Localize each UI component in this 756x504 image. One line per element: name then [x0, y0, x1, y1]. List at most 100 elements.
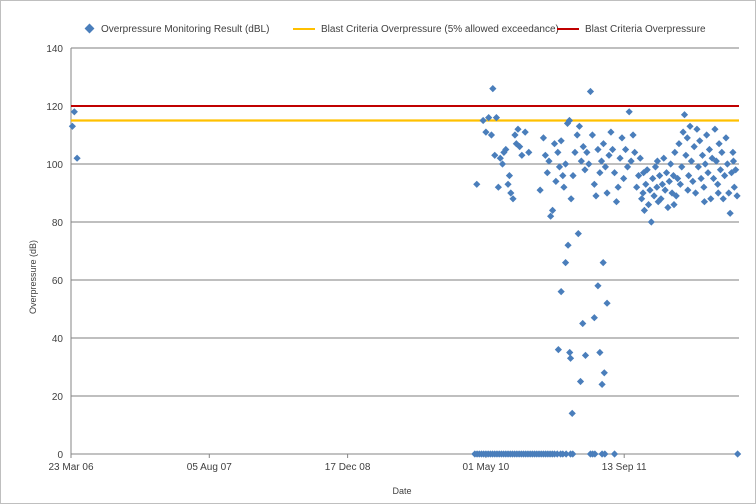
data-point	[594, 282, 602, 290]
gridlines	[71, 47, 739, 397]
data-point	[726, 209, 734, 217]
data-point	[647, 218, 655, 226]
data-point	[590, 180, 598, 188]
data-point	[612, 198, 621, 206]
data-point	[505, 172, 514, 180]
data-point	[662, 169, 671, 177]
data-point	[671, 148, 679, 156]
data-point	[543, 169, 551, 177]
data-point	[494, 183, 502, 191]
data-point	[716, 166, 725, 174]
data-point	[561, 160, 570, 168]
data-point	[518, 151, 526, 159]
data-point	[639, 169, 648, 177]
data-point	[561, 259, 570, 267]
data-point	[715, 140, 723, 148]
legend-label-criteria: Blast Criteria Overpressure	[585, 24, 706, 35]
data-point	[653, 183, 661, 191]
data-point	[565, 116, 574, 125]
data-point	[709, 174, 718, 183]
data-point	[684, 186, 692, 194]
data-point	[491, 151, 499, 159]
data-point	[618, 134, 626, 142]
data-point	[642, 180, 650, 188]
data-point	[573, 131, 581, 139]
data-point	[654, 198, 662, 206]
data-point	[592, 192, 600, 200]
data-point	[603, 299, 611, 307]
data-point	[569, 450, 577, 458]
data-point	[581, 351, 590, 359]
legend-label-criteria-5pct: Blast Criteria Overpressure (5% allowed …	[321, 24, 559, 35]
y-tick-label: 60	[52, 276, 64, 287]
data-point	[669, 172, 678, 180]
reference-lines	[71, 105, 739, 122]
data-point	[485, 114, 493, 122]
data-point	[729, 157, 738, 165]
data-point	[623, 163, 632, 171]
legend-marker-diamond-icon	[84, 23, 95, 34]
data-point	[601, 163, 609, 171]
data-point	[599, 259, 607, 267]
data-point	[629, 131, 637, 139]
data-point	[545, 157, 553, 165]
x-axis-title: Date	[392, 486, 411, 496]
data-point	[714, 189, 722, 197]
data-point	[703, 131, 711, 139]
data-point	[678, 163, 686, 171]
data-point	[651, 163, 660, 171]
x-axis-ticks: 23 Mar 06 05 Aug 07 17 Dec 08 01 May 10 13 S…	[48, 454, 647, 473]
data-point	[539, 134, 548, 142]
data-point	[575, 122, 583, 130]
data-point	[640, 206, 649, 214]
data-point	[644, 201, 653, 209]
x-tick-label: 17 Dec 08	[325, 462, 371, 473]
x-tick-label: 23 Mar 06	[48, 462, 93, 473]
x-tick-label: 05 Aug 07	[187, 462, 232, 473]
data-point	[547, 212, 555, 220]
data-point	[571, 148, 579, 156]
y-tick-label: 120	[46, 102, 63, 113]
data-point	[638, 195, 646, 203]
data-point	[591, 450, 599, 458]
data-point	[73, 154, 81, 162]
data-point	[704, 169, 712, 177]
data-point	[568, 409, 576, 417]
x-tick-label: 13 Sep 11	[602, 462, 647, 473]
y-tick-label: 20	[52, 392, 64, 403]
data-point	[521, 128, 529, 136]
data-point	[650, 192, 658, 200]
data-point	[489, 85, 497, 93]
data-point	[723, 160, 731, 168]
data-point	[498, 160, 507, 168]
data-point	[552, 177, 560, 185]
data-point	[685, 172, 693, 180]
data-point	[657, 195, 665, 203]
data-point	[698, 151, 707, 159]
legend-item-criteria: Blast Criteria Overpressure	[557, 24, 706, 35]
data-point	[679, 128, 687, 136]
data-point	[616, 154, 624, 162]
data-point	[577, 157, 585, 165]
y-axis-title: Overpressure (dB)	[28, 240, 38, 314]
data-point	[68, 122, 76, 130]
data-point	[686, 122, 694, 130]
data-point	[694, 163, 702, 171]
data-point	[596, 169, 604, 177]
data-point	[585, 160, 593, 168]
data-point	[555, 163, 564, 171]
data-point	[722, 134, 730, 142]
data-point	[610, 450, 619, 458]
data-point	[664, 203, 672, 212]
data-point	[525, 148, 533, 156]
data-point	[614, 183, 622, 191]
legend-item-criteria-5pct: Blast Criteria Overpressure (5% allowed …	[293, 24, 559, 35]
data-point	[579, 319, 587, 328]
data-point	[482, 128, 490, 136]
data-point	[683, 134, 691, 142]
data-point	[667, 160, 675, 168]
data-point	[700, 198, 709, 206]
data-point	[608, 145, 617, 154]
legend: Overpressure Monitoring Result (dBL) Bla…	[84, 23, 706, 35]
data-point	[567, 195, 575, 203]
